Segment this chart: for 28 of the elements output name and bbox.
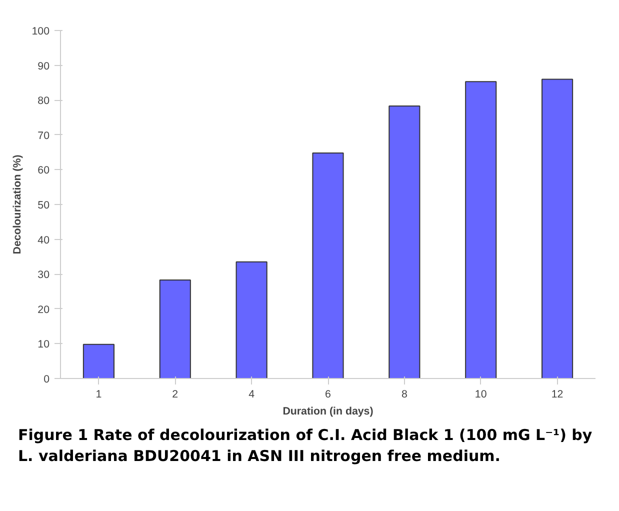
y-tick-label: 20: [38, 304, 50, 316]
x-tick-label: 6: [325, 388, 332, 400]
y-tick-label: 90: [38, 60, 50, 72]
bar: [236, 261, 268, 378]
y-tick-label: 50: [38, 200, 50, 212]
bar: [542, 78, 574, 378]
bar: [312, 152, 344, 378]
y-tick-label: 80: [38, 95, 50, 108]
y-tick-label: 30: [38, 269, 50, 282]
y-tick-label: 70: [38, 130, 50, 142]
caption: Figure 1 Rate of decolourization of C.I. Acid Black 1 (100 mG L⁻¹) by L. valderiana BDU20041 in ASN III nitrogen free medium.: [18, 425, 594, 467]
bar: [388, 106, 420, 378]
y-tick-label: 10: [38, 338, 50, 351]
x-tick-label: 12: [551, 388, 564, 400]
bar: [159, 280, 191, 378]
y-tick-label: 100: [32, 26, 50, 38]
bar: [82, 344, 114, 378]
y-tick-label: 0: [44, 374, 50, 386]
x-tick-label: 2: [172, 388, 178, 400]
x-tick-label: 8: [401, 388, 408, 400]
x-tick-label: 4: [248, 388, 255, 400]
x-tick-label: 1: [96, 388, 102, 400]
x-tick-label: 10: [474, 388, 487, 400]
bar: [465, 81, 497, 378]
y-tick-label: 40: [38, 234, 50, 246]
x-axis-title: Duration (in days): [282, 406, 374, 418]
y-axis-title: Decolourization (%): [12, 154, 24, 254]
y-tick-label: 60: [38, 164, 50, 177]
